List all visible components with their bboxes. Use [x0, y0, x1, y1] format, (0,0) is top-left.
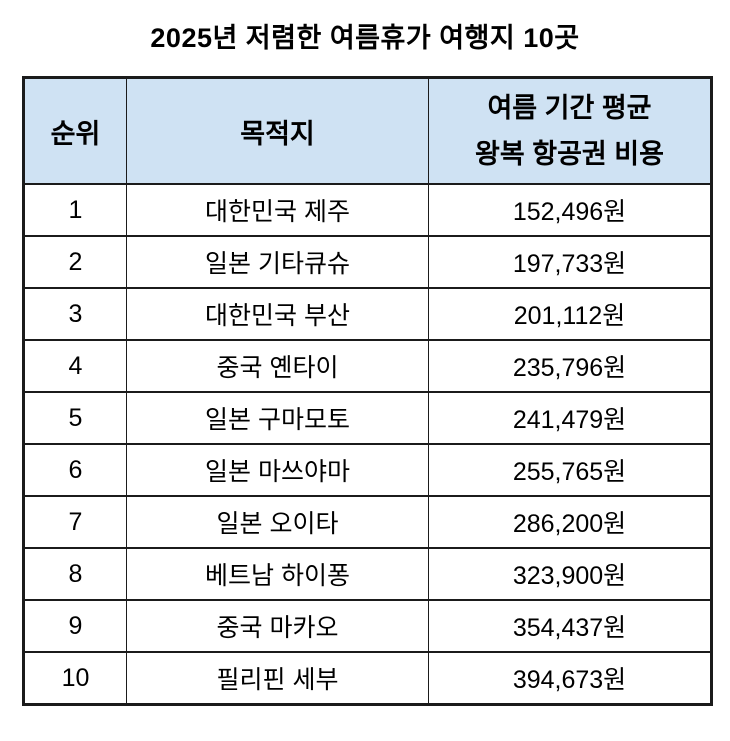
- table-row: 7 일본 오이타 286,200원: [23, 495, 712, 549]
- rank-column-header: 순위: [23, 77, 127, 185]
- destination-cell: 일본 마쓰야마: [126, 443, 429, 497]
- cost-cell: 241,479원: [428, 391, 712, 445]
- table-row: 4 중국 옌타이 235,796원: [23, 339, 712, 393]
- price-table: 순위 목적지 여름 기간 평균 왕복 항공권 비용 1 대한민국 제주 152,…: [22, 76, 713, 706]
- destination-column-header: 목적지: [126, 77, 429, 185]
- cost-cell: 152,496원: [428, 183, 712, 237]
- table-row: 3 대한민국 부산 201,112원: [23, 287, 712, 341]
- cost-cell: 354,437원: [428, 599, 712, 653]
- destination-cell: 일본 구마모토: [126, 391, 429, 445]
- rank-cell: 6: [23, 443, 127, 497]
- cost-cell: 323,900원: [428, 547, 712, 601]
- table-row: 8 베트남 하이퐁 323,900원: [23, 547, 712, 601]
- rank-cell: 7: [23, 495, 127, 549]
- rank-cell: 5: [23, 391, 127, 445]
- rank-cell: 3: [23, 287, 127, 341]
- cost-cell: 394,673원: [428, 651, 712, 706]
- cost-cell: 197,733원: [428, 235, 712, 289]
- table-row: 6 일본 마쓰야마 255,765원: [23, 443, 712, 497]
- destination-cell: 대한민국 제주: [126, 183, 429, 237]
- cost-header-line2: 왕복 항공권 비용: [475, 139, 664, 169]
- destination-cell: 중국 마카오: [126, 599, 429, 653]
- table-row: 9 중국 마카오 354,437원: [23, 599, 712, 653]
- table-row: 1 대한민국 제주 152,496원: [23, 183, 712, 237]
- page-title: 2025년 저렴한 여름휴가 여행지 10곳: [150, 23, 580, 53]
- cost-cell: 255,765원: [428, 443, 712, 497]
- rank-cell: 1: [23, 183, 127, 237]
- destination-cell: 필리핀 세부: [126, 651, 429, 706]
- cost-cell: 286,200원: [428, 495, 712, 549]
- cost-header-line1: 여름 기간 평균: [487, 93, 652, 123]
- table-row: 10 필리핀 세부 394,673원: [23, 651, 712, 706]
- rank-cell: 2: [23, 235, 127, 289]
- cost-cell: 201,112원: [428, 287, 712, 341]
- table-header-row: 순위 목적지 여름 기간 평균 왕복 항공권 비용: [23, 77, 712, 185]
- rank-cell: 10: [23, 651, 127, 706]
- table-row: 2 일본 기타큐슈 197,733원: [23, 235, 712, 289]
- destination-cell: 일본 기타큐슈: [126, 235, 429, 289]
- rank-cell: 4: [23, 339, 127, 393]
- cost-column-header: 여름 기간 평균 왕복 항공권 비용: [428, 77, 712, 185]
- table-row: 5 일본 구마모토 241,479원: [23, 391, 712, 445]
- rank-cell: 9: [23, 599, 127, 653]
- rank-cell: 8: [23, 547, 127, 601]
- destination-cell: 대한민국 부산: [126, 287, 429, 341]
- destination-cell: 일본 오이타: [126, 495, 429, 549]
- destination-cell: 베트남 하이퐁: [126, 547, 429, 601]
- destination-cell: 중국 옌타이: [126, 339, 429, 393]
- cost-cell: 235,796원: [428, 339, 712, 393]
